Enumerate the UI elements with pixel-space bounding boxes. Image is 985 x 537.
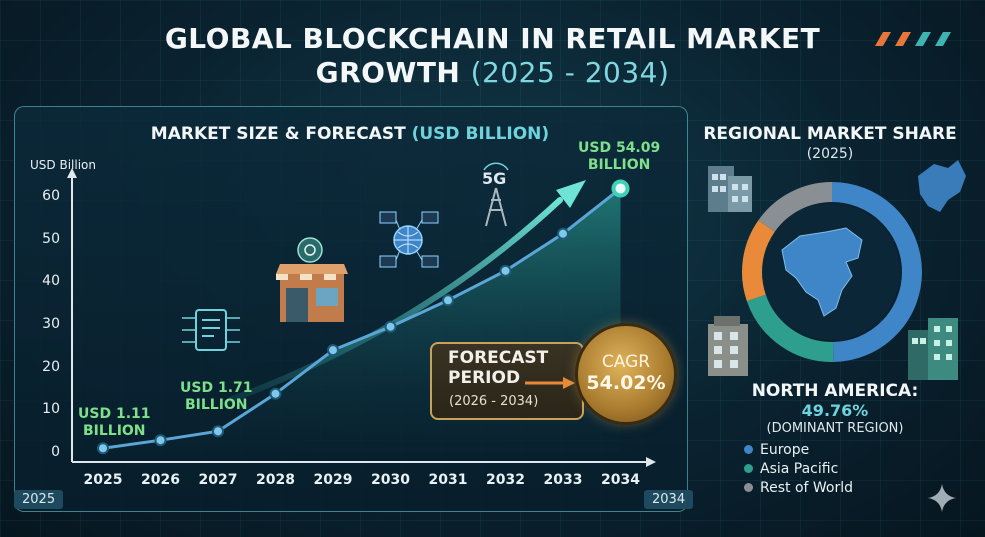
svg-text:5G: 5G bbox=[482, 169, 506, 188]
chart-title: MARKET SIZE & FORECAST (USD BILLION) bbox=[14, 124, 686, 144]
y-axis-label: USD Billion bbox=[30, 158, 96, 172]
y-tick-label: 20 bbox=[42, 358, 60, 375]
5g-tower-icon: 5G bbox=[482, 162, 509, 227]
data-label-2027: USD 1.71 BILLION bbox=[180, 380, 253, 414]
brand-logo-icon bbox=[875, 32, 951, 46]
sparkle-icon bbox=[928, 484, 956, 512]
data-label-2034-value: USD 54.09 bbox=[578, 140, 661, 156]
forecast-range: (2026 - 2034) bbox=[449, 394, 539, 409]
north-america-map-icon bbox=[781, 227, 863, 317]
x-tick-label: 2031 bbox=[428, 472, 468, 488]
data-label-2027-unit: BILLION bbox=[184, 397, 248, 413]
data-label-2025: USD 1.11 BILLION bbox=[78, 406, 151, 440]
x-tick-label: 2025 bbox=[83, 472, 123, 488]
y-tick-label: 10 bbox=[42, 401, 60, 418]
page-title: GLOBAL BLOCKCHAIN IN RETAIL MARKET GROWT… bbox=[0, 22, 985, 90]
retail-store-icon bbox=[276, 237, 348, 322]
data-point bbox=[611, 179, 630, 198]
forecast-title: FORECAST PERIOD bbox=[448, 348, 548, 388]
x-tick-label: 2026 bbox=[141, 472, 180, 488]
legend-swatch bbox=[744, 483, 753, 492]
y-tick-label: 0 bbox=[51, 444, 60, 460]
data-label-2027-value: USD 1.71 bbox=[180, 380, 253, 396]
dominant-region-share: 49.76% bbox=[801, 401, 869, 420]
donut-slice bbox=[831, 182, 922, 362]
dominant-region-name: NORTH AMERICA: bbox=[751, 381, 919, 401]
regional-title: REGIONAL MARKET SHARE bbox=[703, 124, 957, 144]
x-tick-label: 2028 bbox=[256, 472, 295, 488]
data-label-2025-unit: BILLION bbox=[82, 423, 146, 439]
data-point bbox=[499, 264, 512, 277]
data-point bbox=[269, 387, 282, 400]
regional-subtitle: (2025) bbox=[806, 146, 854, 162]
x-tick-label: 2030 bbox=[371, 472, 410, 488]
legend-item: Rest of World bbox=[744, 478, 853, 497]
europe-map-icon bbox=[918, 160, 966, 212]
legend-label: Rest of World bbox=[760, 479, 854, 496]
range-start-tag: 2025 bbox=[14, 490, 64, 509]
chip-document-icon bbox=[182, 309, 240, 351]
legend-item: Asia Pacific bbox=[744, 459, 853, 478]
range-end-tag: 2034 bbox=[644, 490, 694, 509]
cagr-value: 54.02% bbox=[586, 372, 666, 394]
title-years: (2025 - 2034) bbox=[470, 56, 670, 89]
y-axis-arrow bbox=[67, 168, 77, 178]
x-tick-label: 2029 bbox=[313, 472, 353, 488]
chart-title-unit: (USD BILLION) bbox=[411, 124, 550, 144]
x-tick-label: 2033 bbox=[543, 472, 583, 488]
forecast-line2: PERIOD bbox=[448, 368, 521, 388]
title-line1: GLOBAL BLOCKCHAIN IN RETAIL MARKET bbox=[164, 22, 821, 55]
tower-building-icon bbox=[908, 318, 958, 380]
office-building-icon bbox=[708, 316, 748, 376]
data-point bbox=[97, 442, 109, 455]
donut-slice bbox=[742, 220, 775, 302]
legend-swatch bbox=[744, 464, 753, 473]
forecast-arrow-icon bbox=[525, 377, 575, 389]
data-label-2034: USD 54.09 BILLION bbox=[578, 140, 660, 174]
trend-arrow bbox=[227, 197, 563, 403]
legend-label: Europe bbox=[760, 441, 810, 458]
y-tick-label: 30 bbox=[42, 316, 60, 332]
chart-title-text: MARKET SIZE & FORECAST bbox=[150, 124, 406, 144]
trend-arrow-head bbox=[556, 180, 586, 208]
building-icon bbox=[708, 166, 752, 212]
legend-swatch bbox=[744, 445, 753, 454]
data-point bbox=[442, 294, 454, 307]
data-label-2034-unit: BILLION bbox=[587, 157, 651, 173]
data-point bbox=[557, 227, 569, 240]
data-point bbox=[327, 344, 339, 357]
data-label-2025-value: USD 1.11 bbox=[78, 406, 151, 422]
legend-label: Asia Pacific bbox=[760, 460, 839, 477]
x-tick-label: 2032 bbox=[486, 472, 525, 488]
donut-legend: Europe Asia Pacific Rest of World bbox=[744, 440, 853, 497]
legend-item: Europe bbox=[744, 440, 853, 459]
forecast-line1: FORECAST bbox=[448, 348, 549, 368]
forecast-box bbox=[430, 342, 584, 420]
data-point bbox=[384, 320, 397, 333]
title-line2: GROWTH bbox=[315, 56, 461, 89]
x-tick-label: 2027 bbox=[198, 472, 238, 488]
series-line bbox=[102, 187, 622, 450]
y-tick-label: 50 bbox=[42, 230, 60, 247]
data-point bbox=[154, 434, 167, 447]
donut-slice bbox=[746, 294, 834, 362]
data-point bbox=[212, 425, 224, 438]
x-tick-label: 2034 bbox=[601, 472, 640, 488]
cagr-badge bbox=[578, 326, 674, 422]
y-tick-label: 60 bbox=[42, 188, 60, 204]
y-tick-label: 40 bbox=[42, 273, 60, 290]
x-axis-arrow bbox=[646, 457, 656, 467]
donut-slice bbox=[758, 182, 833, 233]
network-globe-icon bbox=[379, 211, 439, 268]
cagr-label: CAGR bbox=[601, 352, 651, 372]
dominant-region-note: (DOMINANT REGION) bbox=[766, 421, 904, 436]
